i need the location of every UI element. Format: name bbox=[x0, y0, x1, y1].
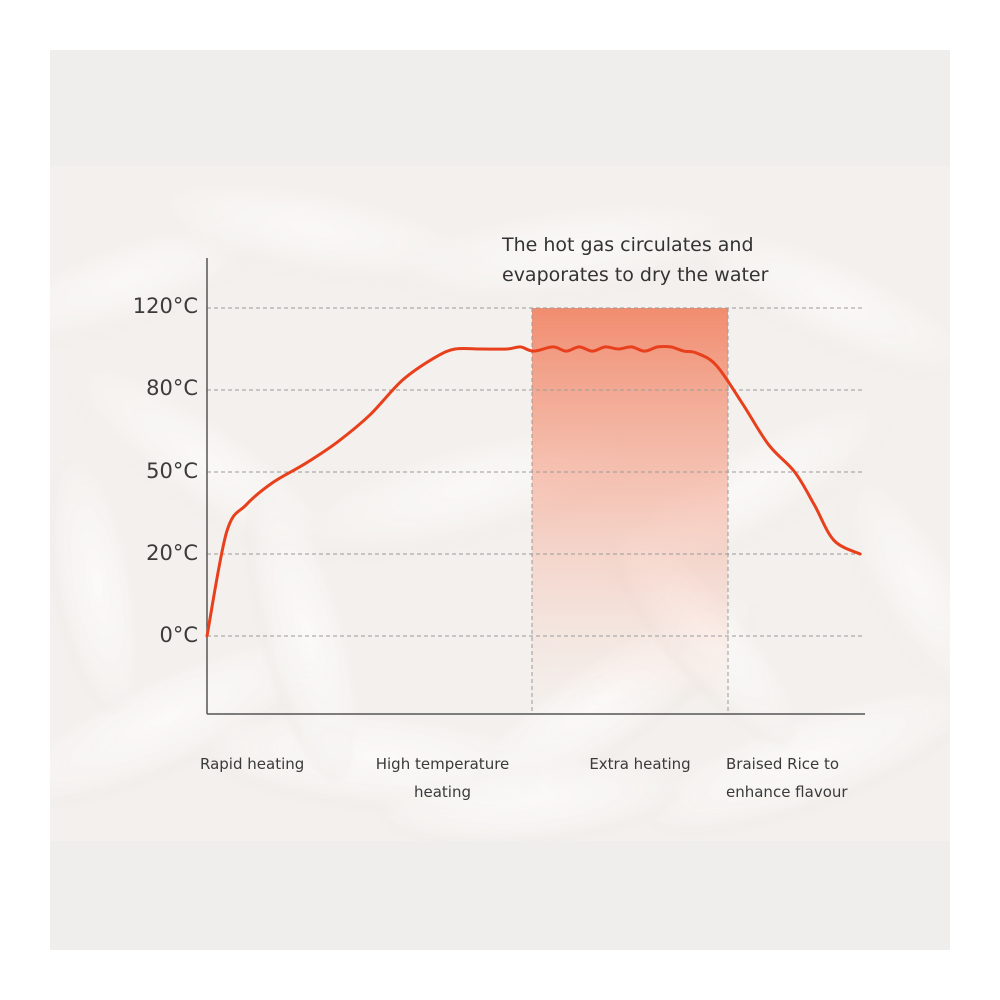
y-tick-label: 20°C bbox=[146, 541, 198, 565]
extra-heating-highlight bbox=[532, 308, 728, 713]
temperature-chart bbox=[205, 258, 865, 715]
stage-label-high-temperature: High temperature heating bbox=[375, 755, 510, 801]
stage-label-rapid-heating: Rapid heating bbox=[200, 755, 305, 773]
y-tick-label: 80°C bbox=[146, 376, 198, 400]
y-tick-label: 0°C bbox=[159, 623, 198, 647]
y-tick-label: 50°C bbox=[146, 459, 198, 483]
y-tick-label: 120°C bbox=[132, 294, 198, 318]
stage-label-extra-heating: Extra heating bbox=[589, 755, 691, 773]
stage-label-braised-rice: Braised Rice to enhance flavour bbox=[726, 755, 848, 801]
gridlines bbox=[207, 307, 865, 637]
temperature-curve bbox=[205, 344, 862, 638]
extra-heating-annotation: The hot gas circulates and evaporates to… bbox=[502, 234, 769, 286]
chart-frame: 120°C 80°C 50°C 20°C 0°C The hot gas cir… bbox=[50, 50, 950, 950]
y-axis-labels: 120°C 80°C 50°C 20°C 0°C bbox=[90, 50, 198, 950]
